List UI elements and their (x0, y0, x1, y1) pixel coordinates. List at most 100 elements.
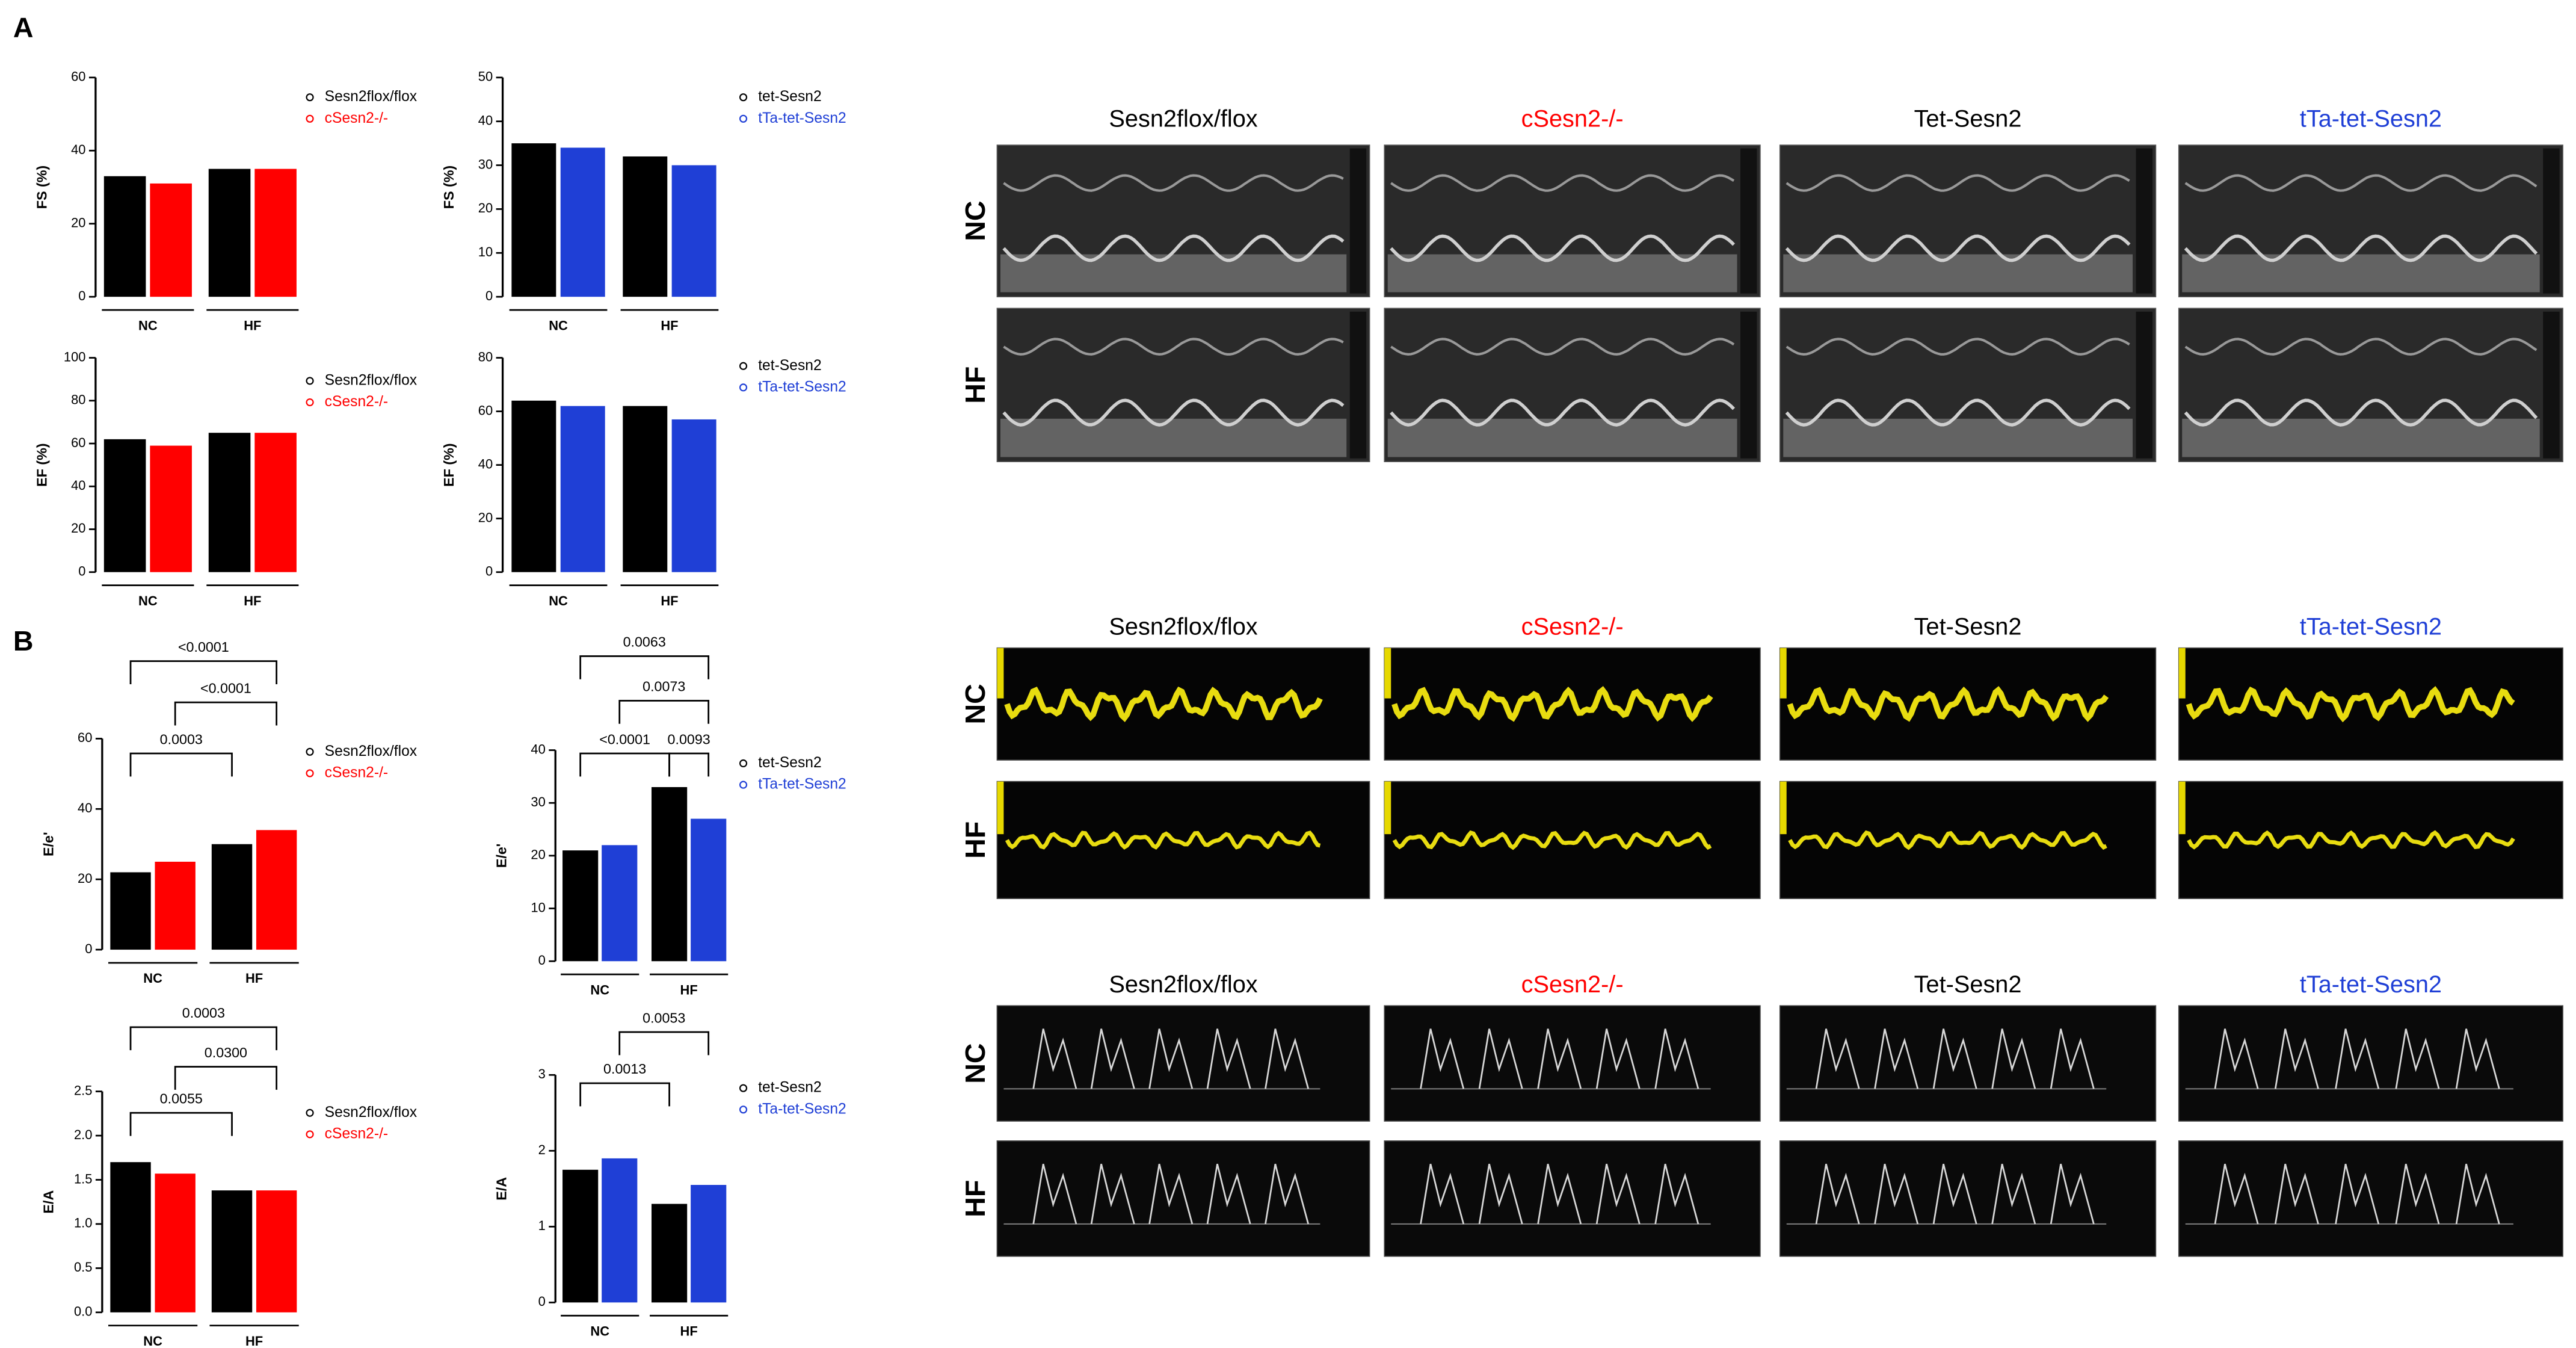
legend-marker (739, 1105, 748, 1114)
x-tick-label: HF (661, 593, 678, 608)
y-tick-label: 60 (78, 730, 92, 745)
y-tick-label: 0 (78, 563, 85, 578)
significance-bracket (174, 1066, 278, 1090)
image-row-label: NC (960, 1043, 991, 1083)
legend-marker (739, 114, 748, 123)
doppler-image (1384, 1005, 1761, 1122)
image-column-label: tTa-tet-Sesn2 (2300, 106, 2442, 132)
legend-marker (306, 1108, 314, 1117)
y-tick-label: 0.5 (74, 1260, 92, 1275)
bar (623, 406, 668, 572)
doppler-trace (1004, 686, 1323, 723)
x-tick-label: HF (245, 1334, 263, 1348)
y-tick-label: 1.0 (74, 1216, 92, 1231)
legend-label: cSesn2-/- (325, 764, 388, 781)
y-tick-label: 20 (478, 510, 493, 525)
legend-label: tTa-tet-Sesn2 (758, 776, 846, 793)
panel-label: B (13, 625, 34, 657)
x-tick-label: NC (143, 1334, 162, 1348)
doppler-image (996, 647, 1370, 761)
doppler-signal (1032, 1163, 1310, 1225)
y-tick-label: 80 (71, 392, 85, 407)
image-row-label: HF (960, 1180, 991, 1217)
bar (208, 168, 251, 297)
bar (691, 1185, 727, 1303)
y-tick-label: 60 (478, 403, 493, 418)
bar (560, 147, 605, 297)
x-tick-label: NC (549, 318, 568, 333)
image-row-label: NC (960, 684, 991, 724)
x-tick-label: NC (549, 593, 568, 608)
y-tick-label: 1.5 (74, 1171, 92, 1186)
doppler-trace (2186, 686, 2515, 723)
bar (110, 872, 151, 950)
echo-wall (1003, 174, 1344, 192)
doppler-signal (1815, 1028, 2095, 1089)
y-tick-label: 0 (538, 953, 546, 968)
significance-bracket (579, 1082, 670, 1107)
legend-label: cSesn2-/- (325, 110, 388, 126)
x-tick-label: HF (680, 1323, 698, 1338)
y-tick-label: 10 (531, 900, 545, 915)
image-column-label: tTa-tet-Sesn2 (2300, 971, 2442, 998)
echo-wall (1002, 234, 1345, 262)
y-tick-label: 80 (478, 349, 493, 364)
image-column-label: Sesn2flox/flox (1109, 106, 1257, 132)
legend-marker (306, 114, 314, 123)
doppler-signal (2214, 1028, 2500, 1089)
doppler-trace (1787, 686, 2109, 722)
legend-label: cSesn2-/- (325, 1125, 388, 1142)
doppler-bar (1779, 781, 1787, 835)
echo-band (1387, 254, 1737, 292)
x-tick-label: NC (590, 1323, 609, 1338)
x-tick-label: HF (245, 971, 263, 986)
y-tick-label: 30 (478, 156, 493, 172)
y-axis-label: E/A (494, 1177, 510, 1201)
doppler-signal (1420, 1028, 1699, 1089)
doppler-signal (1032, 1028, 1310, 1089)
y-tick-label: 40 (478, 113, 493, 128)
x-tick-label: HF (661, 318, 678, 333)
y-tick-label: 0.0 (74, 1304, 92, 1319)
p-value: 0.0003 (182, 1005, 225, 1021)
echo-wall (1390, 398, 1735, 427)
bar (562, 1169, 599, 1303)
image-column-label: Sesn2flox/flox (1109, 971, 1257, 998)
y-tick-label: 0 (538, 1294, 546, 1309)
doppler-image (1384, 1140, 1761, 1257)
y-tick-label: 20 (71, 521, 85, 536)
y-tick-label: 60 (71, 69, 85, 84)
legend-marker (306, 1130, 314, 1139)
echo-band (1783, 418, 2133, 457)
bar (208, 433, 251, 572)
y-tick-label: 60 (71, 435, 85, 450)
doppler-image (996, 1005, 1370, 1122)
doppler-signal (1815, 1163, 2095, 1225)
legend-marker (306, 747, 314, 756)
p-value: 0.0055 (160, 1091, 203, 1107)
image-row-label: HF (960, 366, 991, 404)
legend-marker (739, 1084, 748, 1092)
y-axis-label: E/e' (40, 832, 56, 856)
p-value: 0.0300 (205, 1045, 247, 1060)
bar (602, 1158, 638, 1303)
bar (211, 844, 253, 950)
x-tick-label: NC (590, 982, 609, 997)
legend-marker (306, 377, 314, 385)
y-axis-label: E/e' (494, 844, 510, 868)
doppler-bar (1779, 648, 1787, 699)
p-value: <0.0001 (200, 680, 251, 696)
image-row-label: NC (960, 201, 991, 241)
legend-label: tTa-tet-Sesn2 (758, 1101, 846, 1117)
significance-bracket (668, 752, 710, 777)
echo-wall (2184, 338, 2537, 356)
legend-marker (739, 383, 748, 392)
y-tick-label: 40 (71, 478, 85, 493)
legend-marker (739, 362, 748, 370)
echo-band (1387, 418, 1737, 457)
significance-bracket (129, 660, 278, 684)
significance-bracket (129, 752, 233, 777)
y-tick-label: 40 (478, 456, 493, 471)
bar (511, 143, 556, 297)
echo-scale (1740, 148, 1757, 294)
